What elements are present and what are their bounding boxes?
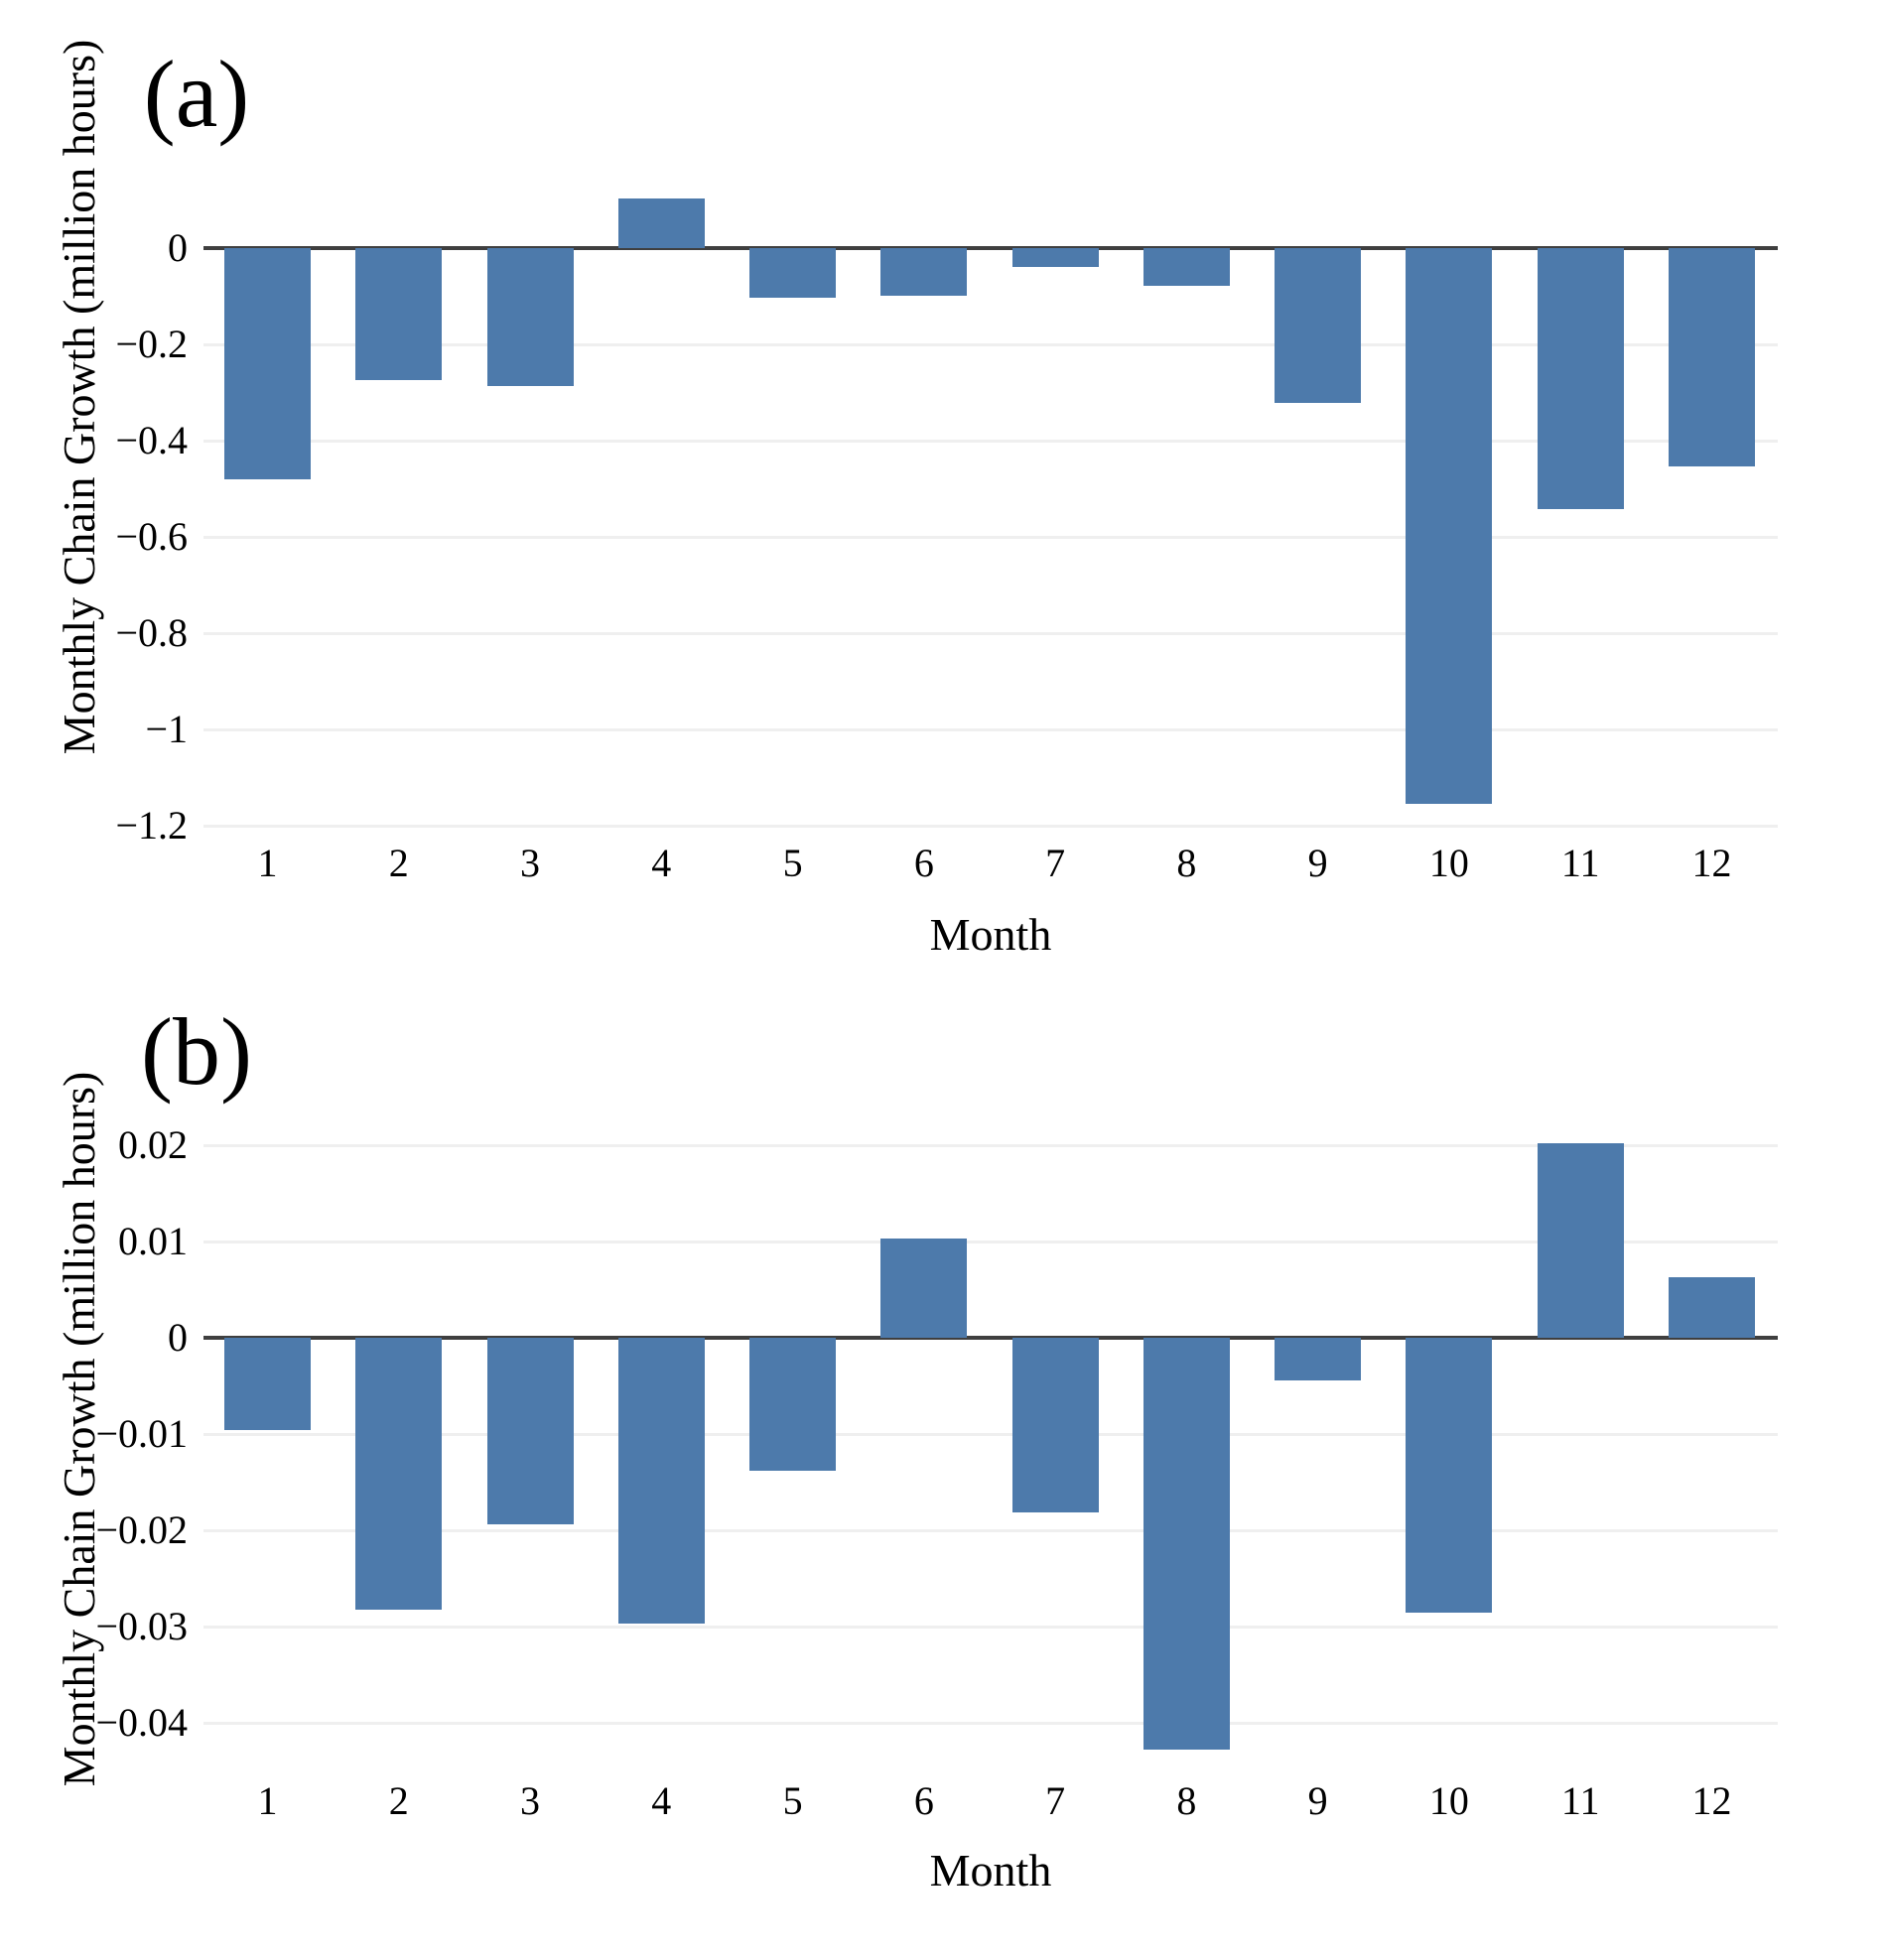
panel-a-gridline--1 bbox=[203, 727, 1778, 731]
panel-b-bar-month-4 bbox=[617, 1338, 705, 1625]
panel-b-x-tick-label-12: 12 bbox=[1691, 1778, 1732, 1823]
panel-a-y-tick-label--1.2: −1.2 bbox=[115, 803, 188, 849]
panel-a-x-tick-label-12: 12 bbox=[1691, 841, 1732, 885]
panel-b-gridline--0.01 bbox=[203, 1432, 1778, 1436]
panel-b-x-tick-label-4: 4 bbox=[651, 1778, 672, 1823]
panel-b-bar-month-7 bbox=[1011, 1338, 1099, 1512]
panel-a-y-tick-label--1: −1 bbox=[145, 707, 188, 752]
panel-b-x-tick-label-5: 5 bbox=[782, 1778, 803, 1823]
panel-b-x-tick-label-2: 2 bbox=[388, 1778, 409, 1823]
panel-b-bar-month-9 bbox=[1275, 1338, 1362, 1380]
panel-a-x-tick-label-2: 2 bbox=[388, 841, 409, 885]
panel-b-gridline-0.01 bbox=[203, 1240, 1778, 1243]
panel-a-label: (a) bbox=[143, 41, 250, 147]
panel-b-x-tick-label-11: 11 bbox=[1560, 1778, 1600, 1823]
panel-a-bar-month-4 bbox=[617, 197, 705, 249]
panel-a-bar-month-6 bbox=[880, 248, 968, 297]
panel-a-gridline--0.6 bbox=[203, 535, 1778, 539]
panel-a-gridline--1.2 bbox=[203, 824, 1778, 828]
panel-b-label: (b) bbox=[141, 998, 252, 1105]
panel-b-y-tick-label--0.02: −0.02 bbox=[95, 1507, 188, 1553]
panel-a-bar-month-10 bbox=[1406, 248, 1493, 805]
panel-a-bar-month-7 bbox=[1011, 248, 1099, 268]
panel-b-gridline--0.03 bbox=[203, 1625, 1778, 1629]
panel-a-x-tick-label-8: 8 bbox=[1176, 841, 1197, 885]
panel-a-bar-month-12 bbox=[1668, 248, 1755, 466]
panel-b-x-tick-label-10: 10 bbox=[1428, 1778, 1469, 1823]
panel-b-x-tick-label-8: 8 bbox=[1176, 1778, 1197, 1823]
panel-a-x-tick-label-5: 5 bbox=[782, 841, 803, 885]
panel-b-bar-month-2 bbox=[355, 1338, 443, 1610]
panel-a-bar-month-9 bbox=[1275, 248, 1362, 404]
panel-b-y-tick-label-0: 0 bbox=[168, 1315, 188, 1361]
panel-a-x-tick-label-9: 9 bbox=[1307, 841, 1328, 885]
panel-b-x-tick-label-3: 3 bbox=[520, 1778, 541, 1823]
panel-b-y-tick-label--0.04: −0.04 bbox=[95, 1700, 188, 1746]
panel-b-x-tick-label-1: 1 bbox=[257, 1778, 278, 1823]
panel-b-gridline--0.04 bbox=[203, 1721, 1778, 1725]
panel-a-x-tick-label-10: 10 bbox=[1428, 841, 1469, 885]
panel-a-x-tick-label-4: 4 bbox=[651, 841, 672, 885]
panel-a-gridline--0.4 bbox=[203, 439, 1778, 443]
panel-b-gridline-0.02 bbox=[203, 1143, 1778, 1147]
panel-a-bar-month-1 bbox=[224, 248, 311, 480]
panel-b-x-tick-label-6: 6 bbox=[913, 1778, 934, 1823]
panel-b-bar-month-5 bbox=[749, 1338, 837, 1471]
panel-b-gridline--0.02 bbox=[203, 1528, 1778, 1532]
panel-b-bar-month-8 bbox=[1143, 1338, 1230, 1751]
panel-a-plot-area bbox=[203, 157, 1778, 836]
panel-b-bar-month-6 bbox=[880, 1239, 968, 1339]
panel-a-y-tick-label--0.2: −0.2 bbox=[115, 322, 188, 367]
panel-a-gridline--0.2 bbox=[203, 342, 1778, 346]
panel-b-x-tick-label-9: 9 bbox=[1307, 1778, 1328, 1823]
panel-a-bar-month-11 bbox=[1537, 248, 1624, 509]
panel-a-bar-month-3 bbox=[486, 248, 574, 386]
panel-b-plot-area bbox=[203, 1116, 1778, 1762]
panel-b-zero-axis-line bbox=[203, 1336, 1778, 1341]
panel-b-x-axis-title: Month bbox=[929, 1845, 1052, 1895]
panel-a-bar-month-8 bbox=[1143, 248, 1230, 286]
panel-a-y-tick-label--0.8: −0.8 bbox=[115, 610, 188, 656]
panel-a-x-tick-label-7: 7 bbox=[1045, 841, 1066, 885]
panel-b-y-tick-label--0.03: −0.03 bbox=[95, 1604, 188, 1649]
panel-b-bar-month-1 bbox=[224, 1338, 311, 1431]
panel-a-x-tick-label-3: 3 bbox=[520, 841, 541, 885]
panel-b-y-tick-label-0.02: 0.02 bbox=[118, 1122, 188, 1168]
panel-a-x-tick-label-6: 6 bbox=[913, 841, 934, 885]
panel-b-bar-month-11 bbox=[1537, 1143, 1624, 1339]
panel-a-bar-month-5 bbox=[749, 248, 837, 298]
panel-a-x-axis-title: Month bbox=[929, 909, 1052, 960]
panel-a-zero-axis-line bbox=[203, 246, 1778, 251]
panel-b-x-tick-label-7: 7 bbox=[1045, 1778, 1066, 1823]
panel-b-y-tick-label--0.01: −0.01 bbox=[95, 1411, 188, 1457]
panel-a-bar-month-2 bbox=[355, 248, 443, 381]
panel-b-bar-month-3 bbox=[486, 1338, 574, 1525]
panel-b-bar-month-10 bbox=[1406, 1338, 1493, 1613]
panel-a-x-tick-label-11: 11 bbox=[1560, 841, 1600, 885]
panel-a-y-tick-label-0: 0 bbox=[168, 225, 188, 271]
panel-a-y-tick-label--0.4: −0.4 bbox=[115, 418, 188, 463]
panel-b-y-tick-label-0.01: 0.01 bbox=[118, 1219, 188, 1264]
panel-b-bar-month-12 bbox=[1668, 1277, 1755, 1339]
panel-a-x-tick-label-1: 1 bbox=[257, 841, 278, 885]
panel-a-y-tick-label--0.6: −0.6 bbox=[115, 514, 188, 560]
panel-a-gridline--0.8 bbox=[203, 631, 1778, 635]
